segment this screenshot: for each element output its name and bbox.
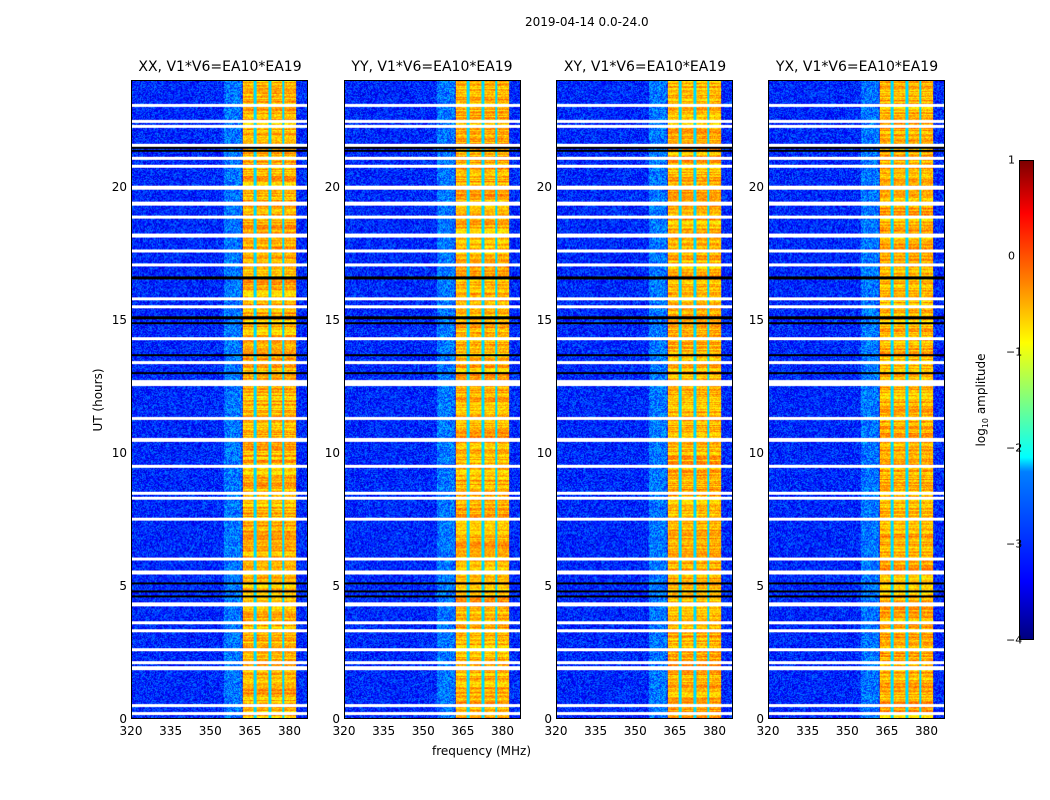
y-tick-label: 5: [544, 578, 552, 593]
x-axis-label: frequency (MHz): [432, 744, 532, 758]
x-tick-label: 320: [544, 724, 568, 738]
x-tick-label: 380: [915, 724, 938, 738]
colorbar-tick: −1: [1006, 345, 1023, 359]
heatmap-yy: [345, 81, 520, 718]
y-tick-label: 5: [756, 578, 764, 593]
y-tick-label: 0: [119, 712, 127, 726]
colorbar-label-rest: amplitude: [973, 353, 988, 418]
y-tick-label: 10: [111, 445, 127, 460]
x-tick-label: 350: [623, 724, 647, 738]
y-tick-label: 15: [536, 312, 552, 327]
colorbar-tick: −2: [1006, 441, 1023, 455]
y-tick-label: 20: [536, 179, 552, 194]
x-tick-label: 335: [796, 724, 820, 738]
x-tick-label: 380: [703, 724, 726, 738]
panel-title-yx: YX, V1*V6=EA10*EA19: [775, 59, 939, 75]
x-tick-label: 335: [372, 724, 396, 738]
panel-title-yy: YY, V1*V6=EA10*EA19: [351, 59, 513, 75]
x-tick-label: 335: [159, 724, 183, 738]
x-tick-label: 380: [491, 724, 514, 738]
x-tick-label: 320: [119, 724, 143, 738]
x-tick-label: 365: [238, 724, 262, 738]
colorbar-tick: −4: [1006, 633, 1023, 647]
x-tick-label: 320: [332, 724, 356, 738]
y-tick-label: 15: [748, 312, 764, 327]
y-tick-label: 10: [536, 445, 552, 460]
y-tick-label: 15: [324, 312, 340, 327]
y-tick-label: 5: [332, 578, 340, 593]
x-tick-label: 380: [278, 724, 301, 738]
x-tick-label: 350: [411, 724, 435, 738]
y-tick-label: 0: [544, 712, 552, 726]
x-tick-label: 335: [584, 724, 608, 738]
y-tick-label: 20: [324, 179, 340, 194]
y-tick-label: 10: [748, 445, 764, 460]
y-tick-label: 10: [324, 445, 340, 460]
y-tick-label: 0: [332, 712, 340, 726]
colorbar: [1019, 160, 1034, 640]
y-axis-label: UT (hours): [91, 368, 105, 432]
colorbar-label-main: log: [973, 428, 988, 447]
heatmap-xx: [132, 81, 307, 718]
heatmap-panel-yx: [768, 80, 945, 719]
panel-title-xx: XX, V1*V6=EA10*EA19: [138, 59, 302, 75]
heatmap-panel-xx: [131, 80, 308, 719]
y-tick-label: 0: [756, 712, 764, 726]
heatmap-xy: [557, 81, 732, 718]
x-tick-label: 365: [451, 724, 475, 738]
x-tick-label: 350: [835, 724, 859, 738]
colorbar-tick: −3: [1006, 537, 1023, 551]
colorbar-label: log10 amplitude: [974, 354, 990, 447]
x-tick-label: 365: [663, 724, 687, 738]
x-tick-label: 365: [875, 724, 899, 738]
heatmap-panel-yy: [344, 80, 521, 719]
x-tick-label: 320: [756, 724, 780, 738]
y-tick-label: 5: [119, 578, 127, 593]
colorbar-tick: 0: [1008, 249, 1015, 263]
y-tick-label: 20: [748, 179, 764, 194]
heatmap-yx: [769, 81, 944, 718]
heatmap-panel-xy: [556, 80, 733, 719]
x-tick-label: 350: [198, 724, 222, 738]
y-tick-label: 15: [111, 312, 127, 327]
panel-title-xy: XY, V1*V6=EA10*EA19: [563, 59, 727, 75]
colorbar-label-sub: 10: [981, 417, 991, 429]
figure-suptitle: 2019-04-14 0.0-24.0: [525, 15, 649, 29]
y-tick-label: 20: [111, 179, 127, 194]
colorbar-tick: 1: [1008, 153, 1015, 167]
